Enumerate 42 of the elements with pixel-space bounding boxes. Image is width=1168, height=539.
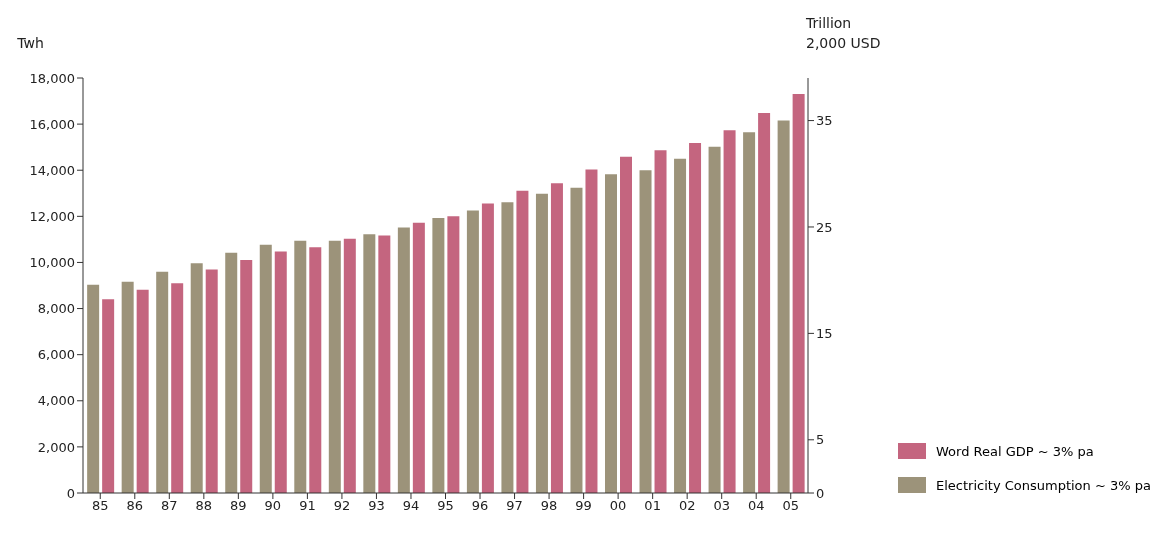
y-tick-label: 18,000	[29, 70, 75, 86]
y2-tick-label: 35	[816, 113, 833, 129]
x-tick-label: 87	[161, 498, 178, 514]
x-tick-label: 03	[713, 498, 730, 514]
x-tick-label: 85	[91, 498, 109, 514]
x-tick-label: 95	[437, 498, 454, 514]
x-tick-label: 88	[195, 498, 213, 514]
legend-label: Electricity Consumption ~ 3% pa	[936, 477, 1151, 493]
x-tick-label: 94	[402, 498, 420, 514]
bar	[605, 174, 617, 493]
y2-tick-label: 0	[816, 485, 825, 501]
x-tick-label: 96	[471, 498, 489, 514]
y2-tick-label: 5	[816, 432, 825, 448]
x-tick-label: 93	[368, 498, 385, 514]
x-tick-label: 90	[264, 498, 282, 514]
x-tick-label: 97	[506, 498, 523, 514]
x-tick-label: 00	[609, 498, 627, 514]
y-tick-label: 6,000	[37, 347, 75, 363]
bar	[620, 156, 632, 493]
y2-axis-title: Trillion 2,000 USD	[805, 15, 881, 51]
y-axis-title: Twh	[16, 35, 44, 51]
y-tick-label: 12,000	[29, 208, 75, 224]
y-tick-label: 10,000	[29, 255, 75, 271]
y2-tick-label: 25	[816, 219, 833, 235]
x-tick-label: 98	[540, 498, 558, 514]
legend-label: Word Real GDP ~ 3% pa	[936, 443, 1094, 459]
x-tick-label: 89	[230, 498, 247, 514]
y-tick-label: 4,000	[37, 393, 75, 409]
x-tick-label: 92	[333, 498, 351, 514]
x-tick-label: 91	[299, 498, 316, 514]
x-tick-label: 05	[782, 498, 800, 514]
y-tick-label: 14,000	[29, 162, 75, 178]
y-tick-label: 2,000	[37, 439, 75, 455]
x-tick-label: 04	[747, 498, 765, 514]
x-tick-label: 99	[575, 498, 592, 514]
x-tick-label: 86	[126, 498, 144, 514]
x-tick-label: 02	[678, 498, 696, 514]
y-tick-label: 16,000	[29, 116, 75, 132]
y-tick-label: 8,000	[37, 301, 75, 317]
y-tick-label: 0	[66, 485, 75, 501]
x-tick-label: 01	[644, 498, 661, 514]
y2-tick-label: 15	[816, 326, 833, 341]
